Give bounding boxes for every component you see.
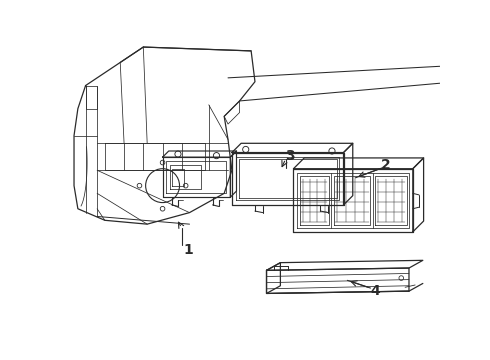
Text: 3: 3 — [286, 149, 295, 163]
Text: 2: 2 — [381, 158, 391, 172]
Text: 1: 1 — [183, 243, 193, 257]
Text: 4: 4 — [370, 284, 380, 298]
